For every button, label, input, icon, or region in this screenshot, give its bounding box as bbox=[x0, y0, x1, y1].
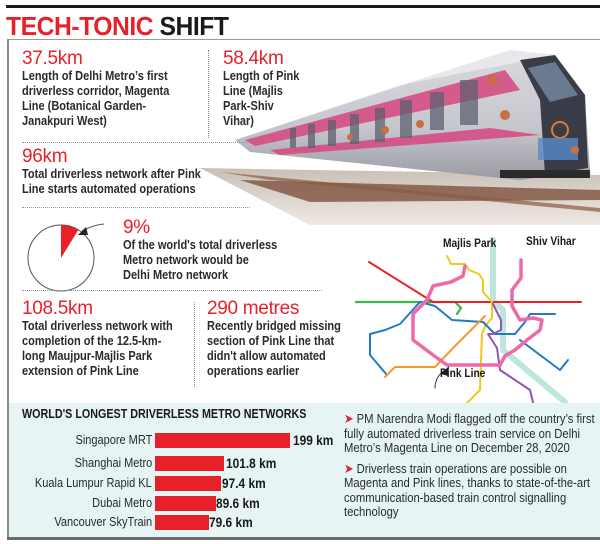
bar-value: 97.4 km bbox=[222, 475, 266, 491]
stat-desc-line: Vihar) bbox=[223, 114, 254, 128]
divider bbox=[22, 290, 322, 291]
divider bbox=[208, 50, 209, 138]
bullet-text: PM Narendra Modi flagged off the country… bbox=[344, 411, 595, 455]
bar-value: 89.6 km bbox=[216, 495, 260, 511]
stat-value: 108.5km bbox=[22, 298, 93, 319]
stat-desc-line: Of the world's total driverless bbox=[123, 238, 278, 252]
divider bbox=[22, 142, 250, 143]
top-rule bbox=[6, 5, 600, 8]
bar bbox=[155, 496, 216, 511]
stat-desc-line: long Maujpur-Majlis Park bbox=[22, 349, 153, 363]
stat-desc-line: Delhi Metro network bbox=[123, 268, 229, 282]
divider bbox=[22, 207, 250, 208]
stat-desc-line: didn't allow automated bbox=[207, 349, 326, 363]
bar-row: Singapore MRT 199 km bbox=[0, 432, 340, 449]
bar-row: Shanghai Metro 101.8 km bbox=[0, 455, 340, 472]
stat-desc-line: Park-Shiv bbox=[223, 99, 274, 113]
stat-desc-line: Line (Botanical Garden- bbox=[22, 99, 147, 113]
bar-label: Vancouver SkyTrain bbox=[54, 515, 152, 529]
stat-desc-line: Total driverless network with bbox=[22, 319, 173, 333]
stat-desc-line: Total driverless network after Pink bbox=[22, 167, 201, 181]
stat-pink-length: 58.4km Length of Pink Line (Majlis Park-… bbox=[223, 48, 310, 129]
pie-chart bbox=[27, 223, 104, 292]
stat-value: 96km bbox=[22, 146, 68, 167]
stat-value: 37.5km bbox=[22, 48, 83, 69]
bar-label: Kuala Lumpur Rapid KL bbox=[35, 476, 152, 490]
map-label-pink-line: Pink Line bbox=[440, 366, 486, 380]
stat-desc-line: Metro network would be bbox=[123, 253, 249, 267]
stat-magenta-length: 37.5km Length of Delhi Metro’s first dri… bbox=[22, 48, 189, 129]
bar-chart-title: WORLD'S LONGEST DRIVERLESS METRO NETWORK… bbox=[22, 407, 307, 421]
stat-desc-line: Recently bridged missing bbox=[207, 319, 341, 333]
content-frame bbox=[7, 39, 600, 540]
bar bbox=[155, 515, 209, 530]
bar-value: 101.8 km bbox=[226, 455, 277, 471]
bar-label: Dubai Metro bbox=[92, 496, 152, 510]
page-title: TECH-TONIC SHIFT bbox=[6, 11, 229, 42]
stat-value: 9% bbox=[123, 217, 150, 238]
arrow-bullet-icon: ➤ bbox=[344, 411, 354, 426]
stat-world-share: 9% Of the world's total driverless Metro… bbox=[123, 217, 298, 283]
stat-desc-line: Janakpuri West) bbox=[22, 114, 107, 128]
divider bbox=[194, 302, 195, 387]
stat-value: 290 metres bbox=[207, 298, 300, 319]
bullet-text: Driverless train operations are possible… bbox=[344, 460, 591, 519]
bar-value: 199 km bbox=[293, 432, 334, 448]
stat-desc-line: completion of the 12.5-km- bbox=[22, 334, 162, 348]
train-image bbox=[200, 50, 600, 225]
arrow-bullet-icon: ➤ bbox=[344, 460, 354, 476]
bullet-item: ➤ Driverless train operations are possib… bbox=[344, 460, 599, 520]
stat-value: 58.4km bbox=[223, 48, 284, 69]
bullet-item: ➤ PM Narendra Modi flagged off the count… bbox=[344, 411, 599, 456]
bar-row: Kuala Lumpur Rapid KL 97.4 km bbox=[0, 475, 340, 492]
stat-desc-line: Line starts automated operations bbox=[22, 182, 196, 196]
stat-desc-line: section of Pink Line that bbox=[207, 334, 335, 348]
bar-row: Vancouver SkyTrain 79.6 km bbox=[0, 514, 340, 531]
metro-map bbox=[355, 237, 582, 405]
bar bbox=[155, 456, 224, 471]
bottom-rule bbox=[7, 537, 600, 540]
title-dark: SHIFT bbox=[159, 11, 229, 41]
stat-total-with-extension: 108.5km Total driverless network with co… bbox=[22, 298, 193, 379]
stat-desc-line: Line (Majlis bbox=[223, 84, 283, 98]
stat-missing-section: 290 metres Recently bridged missing sect… bbox=[207, 298, 359, 379]
bar-label: Singapore MRT bbox=[75, 433, 152, 447]
stat-total-after-pink: 96km Total driverless network after Pink… bbox=[22, 146, 225, 197]
stat-desc-line: extension of Pink Line bbox=[22, 364, 139, 378]
title-red: TECH-TONIC bbox=[6, 11, 154, 41]
stat-desc-line: driverless corridor, Magenta bbox=[22, 84, 170, 98]
bar bbox=[155, 476, 221, 491]
stat-desc-line: operations earlier bbox=[207, 364, 300, 378]
map-label-majlis-park: Majlis Park bbox=[443, 236, 497, 250]
bar-label: Shanghai Metro bbox=[74, 456, 152, 470]
bar bbox=[155, 433, 290, 448]
bar-row: Dubai Metro 89.6 km bbox=[0, 495, 340, 512]
bottom-panel bbox=[9, 403, 600, 537]
map-label-shiv-vihar: Shiv Vihar bbox=[526, 234, 576, 248]
bullet-list: ➤ PM Narendra Modi flagged off the count… bbox=[344, 411, 600, 526]
bar-value: 79.6 km bbox=[209, 514, 253, 530]
stat-desc-line: Length of Delhi Metro’s first bbox=[22, 69, 168, 83]
stat-desc-line: Length of Pink bbox=[223, 69, 300, 83]
